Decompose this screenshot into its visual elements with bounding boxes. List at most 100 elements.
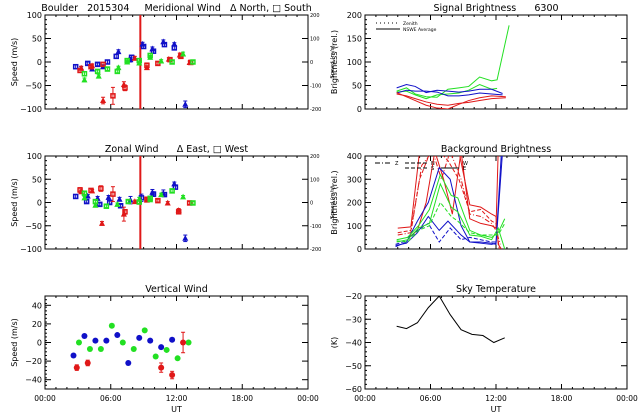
series-line-sky-temperature (396, 296, 505, 344)
data-point-green (114, 201, 121, 207)
series-line-green-2 (396, 84, 498, 100)
y-axis-label: Brightness (rel.) (330, 170, 339, 234)
data-point-blue (147, 337, 154, 344)
y-tick-label: 50 (32, 175, 42, 184)
data-point-green (180, 193, 187, 200)
y-tick-label: 0 (357, 105, 362, 114)
y-tick-label: −60 (345, 385, 362, 394)
data-point-red (110, 191, 116, 197)
data-point-green (124, 57, 130, 64)
x-tick-label: 00:00 (297, 394, 319, 403)
data-point-red (110, 93, 116, 99)
data-point-blue (94, 61, 101, 68)
data-point-blue (97, 201, 103, 208)
data-point-red (131, 54, 138, 61)
x-tick-label: 18:00 (231, 394, 253, 403)
data-point-blue (72, 193, 79, 200)
series-line-red-3 (397, 156, 501, 245)
plot-area (70, 322, 192, 380)
series-line-green-1 (396, 25, 510, 98)
data-point-green (190, 200, 196, 206)
data-point-green (190, 59, 196, 65)
data-point-green (147, 195, 153, 202)
y-tick-label: −30 (345, 315, 362, 324)
data-point-green (158, 57, 165, 64)
right-y-tick-label: 0 (310, 201, 313, 207)
data-point-red (122, 209, 128, 215)
legend-label: N (431, 161, 435, 167)
y-tick-label: 0 (37, 199, 42, 208)
y-tick-label: 300 (347, 175, 362, 184)
data-point-green (125, 198, 132, 205)
data-point-red (73, 364, 80, 371)
y-axis-label: (K) (330, 337, 339, 349)
legend-label: W (463, 161, 468, 167)
right-y-tick-label: 100 (310, 177, 320, 183)
chart-title: Vertical Wind (145, 284, 207, 295)
series-line-blue-2 (396, 89, 503, 97)
skytemp-panel: Sky Temperature 00:00 06:00 12:00 18:00 00:00… (330, 284, 638, 414)
meridional-panel: Boulder 2015304 Meridional Wind Δ North,… (10, 3, 336, 114)
right-y-tick-label: 100 (310, 37, 320, 43)
chart-title: Zonal Wind Δ East, □ West (105, 144, 248, 155)
data-point-blue (125, 359, 132, 366)
data-point-green (130, 346, 137, 353)
y-tick-label: 100 (27, 152, 42, 161)
series-line-blue-1 (396, 84, 503, 94)
y-axis-label: Brightness (rel.) (330, 30, 339, 94)
chart-title: Background Brightness (441, 144, 551, 155)
data-point-red (100, 61, 106, 68)
data-point-red (122, 85, 128, 91)
data-point-green (141, 327, 148, 334)
data-point-red (89, 187, 96, 194)
y-tick-label: −20 (25, 357, 42, 366)
series-line-blue-2 (395, 156, 502, 247)
series-line-green-2 (396, 182, 506, 249)
data-point-blue (114, 332, 121, 339)
data-point-red (98, 185, 104, 192)
plot-area (72, 156, 196, 249)
series-line-green-3 (396, 201, 506, 243)
data-point-blue (105, 194, 112, 200)
y-tick-label: 200 (347, 11, 362, 20)
y-axis-label: Speed (m/s) (10, 178, 19, 227)
data-point-green (136, 57, 142, 64)
right-y-tick-label: -100 (310, 84, 321, 90)
data-point-blue (172, 184, 179, 190)
data-point-green (97, 346, 104, 353)
data-point-green (103, 203, 110, 209)
legend-label: Z (395, 161, 399, 167)
data-point-green (158, 191, 165, 198)
data-point-red (100, 97, 107, 104)
data-point-red (180, 339, 187, 346)
y-tick-label: −20 (345, 292, 362, 301)
data-point-green (95, 72, 102, 79)
plot-area (395, 156, 506, 249)
data-point-blue (103, 337, 110, 344)
series-line-blue-1 (395, 156, 503, 248)
data-point-green (92, 202, 99, 208)
plot-area (396, 296, 505, 344)
series-line-red-1 (396, 92, 506, 109)
series-line-blue-3 (395, 222, 496, 245)
y-tick-label: 0 (37, 339, 42, 348)
data-point-green (169, 188, 175, 194)
data-point-blue (106, 199, 113, 206)
x-tick-label: 12:00 (485, 394, 507, 403)
data-point-blue (136, 334, 143, 341)
data-point-blue (169, 336, 176, 343)
y-axis-label: Speed (m/s) (10, 38, 19, 87)
plot-frame (44, 14, 309, 110)
chart-title: Sky Temperature (456, 284, 536, 295)
data-point-red (143, 64, 150, 71)
x-tick-label: 06:00 (420, 394, 442, 403)
data-point-blue (92, 337, 99, 344)
data-point-green (104, 66, 111, 72)
data-point-blue (182, 235, 189, 241)
data-point-green (136, 199, 142, 205)
series-line-red-2 (396, 93, 506, 106)
data-point-blue (150, 191, 157, 197)
y-tick-label: −40 (25, 376, 42, 385)
data-point-green (147, 52, 153, 59)
